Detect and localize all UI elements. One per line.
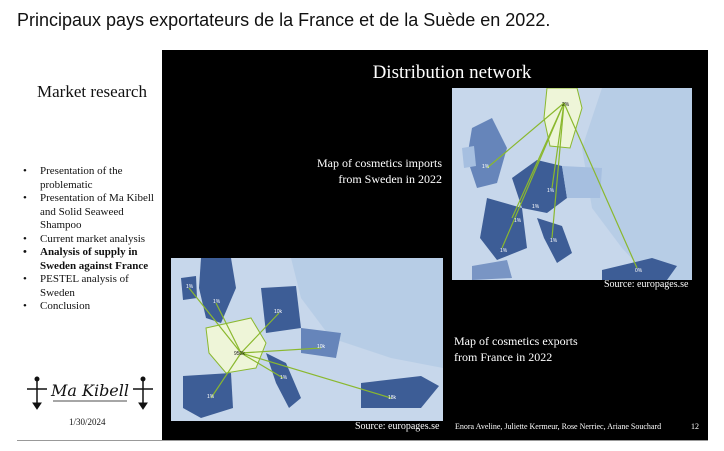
export-caption-line: Map of cosmetics exports — [454, 334, 578, 348]
export-caption-line: from France in 2022 — [454, 350, 553, 364]
logo-wordmark: Ma Kibell — [50, 381, 129, 400]
map-label: 1% — [207, 394, 215, 400]
import-caption-line: Map of cosmetics imports — [317, 156, 442, 170]
agenda-list: Presentation of the problematic Presenta… — [23, 165, 159, 314]
map-label: 1% — [482, 164, 490, 170]
export-routes — [188, 287, 392, 399]
sidebar: Market research Presentation of the prob… — [17, 50, 162, 440]
map-label: 1% — [186, 284, 194, 290]
slide-date: 1/30/2024 — [69, 417, 106, 427]
slide-title: Distribution network — [372, 62, 532, 83]
map-label: 1% — [550, 238, 558, 244]
agenda-item-current: Analysis of supply in Sweden against Fra… — [23, 246, 159, 273]
ermine-left-icon — [27, 376, 47, 410]
import-map-source: Source: europages.se — [604, 279, 689, 290]
agenda-item: Presentation of the problematic — [23, 165, 159, 192]
ermine-right-icon — [133, 376, 153, 410]
slide-panel: Distribution network Map of cosmetics im… — [162, 50, 708, 440]
page-title: Principaux pays exportateurs de la Franc… — [17, 10, 551, 30]
import-caption-line: from Sweden in 2022 — [338, 172, 442, 186]
authors-footer: Enora Aveline, Juliette Kermeur, Rose Ne… — [455, 422, 662, 431]
sidebar-title: Market research — [37, 82, 147, 101]
map-label: 1% — [514, 218, 522, 224]
map-label: 1% — [280, 375, 288, 381]
ma-kibell-logo: Ma Kibell — [27, 376, 153, 410]
map-label: 10k — [317, 344, 326, 350]
bottom-divider — [17, 440, 708, 441]
export-map-source: Source: europages.se — [355, 421, 440, 432]
export-map-caption: Map of cosmetics exports from France in … — [454, 333, 654, 365]
map-label: 1% — [500, 248, 508, 254]
agenda-item: PESTEL analysis of Sweden — [23, 273, 159, 300]
map-label: 950k — [234, 351, 245, 357]
agenda-item: Presentation of Ma Kibell and Solid Seaw… — [23, 192, 159, 233]
page-number: 12 — [691, 422, 699, 431]
map-label: 18k — [388, 395, 397, 401]
sweden-imports-map: 2% 1% 1% 1% 1% 1% 0% 1% — [452, 88, 692, 280]
map-label: 10k — [274, 309, 283, 315]
map-label: 0% — [635, 268, 643, 274]
agenda-item: Current market analysis — [23, 233, 159, 247]
map-label: 1% — [213, 299, 221, 305]
agenda-item: Conclusion — [23, 300, 159, 314]
import-routes — [486, 102, 638, 269]
import-map-caption: Map of cosmetics imports from Sweden in … — [282, 155, 442, 187]
france-exports-map: 950k 1% 10k 1% 1% 10k 1% 18k — [171, 258, 443, 421]
map-label: 1% — [547, 188, 555, 194]
map-label: 2% — [562, 102, 570, 108]
map-label: 1% — [532, 204, 540, 210]
